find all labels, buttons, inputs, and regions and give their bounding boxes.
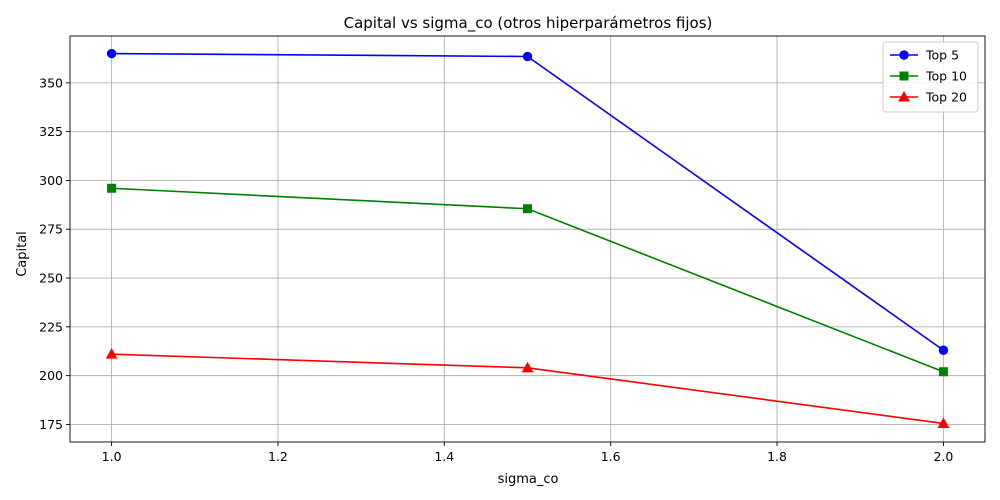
legend-label: Top 10 xyxy=(925,69,967,84)
y-tick-label: 350 xyxy=(39,75,63,90)
y-tick-label: 275 xyxy=(39,222,63,237)
x-tick-label: 2.0 xyxy=(933,449,953,464)
x-tick-label: 1.2 xyxy=(268,449,288,464)
x-axis-label: sigma_co xyxy=(498,472,559,487)
legend-box xyxy=(882,41,979,113)
y-tick-label: 225 xyxy=(39,319,63,334)
legend-marker xyxy=(899,50,909,60)
legend-label: Top 5 xyxy=(925,48,959,63)
data-point xyxy=(938,367,948,377)
legend-item: Top 10 xyxy=(890,69,967,84)
series-line xyxy=(111,52,944,351)
data-point xyxy=(105,348,118,359)
legend: Top 5 Top 10 Top 20 xyxy=(882,41,979,113)
legend-marker xyxy=(898,90,910,102)
data-point xyxy=(107,183,117,193)
x-tick-label: 1.8 xyxy=(767,449,787,464)
chart-title: Capital vs sigma_co (otros hiperparámetr… xyxy=(344,14,713,33)
series-line xyxy=(111,187,944,373)
y-tick-label: 200 xyxy=(39,368,63,383)
data-point xyxy=(938,345,949,355)
y-tick-label: 300 xyxy=(39,173,63,188)
series-top-10 xyxy=(107,183,948,377)
x-tick-label: 1.6 xyxy=(601,449,621,464)
y-tick-label: 325 xyxy=(39,124,63,139)
y-tick-label: 175 xyxy=(39,417,63,432)
data-point xyxy=(523,204,532,214)
legend-label: Top 20 xyxy=(925,90,967,105)
legend-marker xyxy=(899,71,909,81)
data-point xyxy=(521,361,534,373)
y-tick-label: 250 xyxy=(39,271,63,286)
y-axis-ticks: 175 200 225 250 275 300 325 350 xyxy=(39,75,70,432)
x-tick-label: 1.4 xyxy=(434,449,454,464)
legend-item: Top 5 xyxy=(890,48,959,63)
data-point xyxy=(106,48,117,59)
x-axis-ticks: 1.0 1.2 1.4 1.6 1.8 2.0 xyxy=(102,442,953,464)
grid xyxy=(70,36,985,442)
x-tick-label: 1.0 xyxy=(102,449,122,464)
legend-item: Top 20 xyxy=(890,90,967,105)
data-point xyxy=(522,51,533,62)
series-top-20 xyxy=(105,348,950,428)
y-axis-label: Capital xyxy=(15,231,30,277)
series-layer xyxy=(105,48,950,428)
series-top-5 xyxy=(106,48,949,355)
plot-frame xyxy=(69,35,986,443)
data-point xyxy=(937,417,950,428)
